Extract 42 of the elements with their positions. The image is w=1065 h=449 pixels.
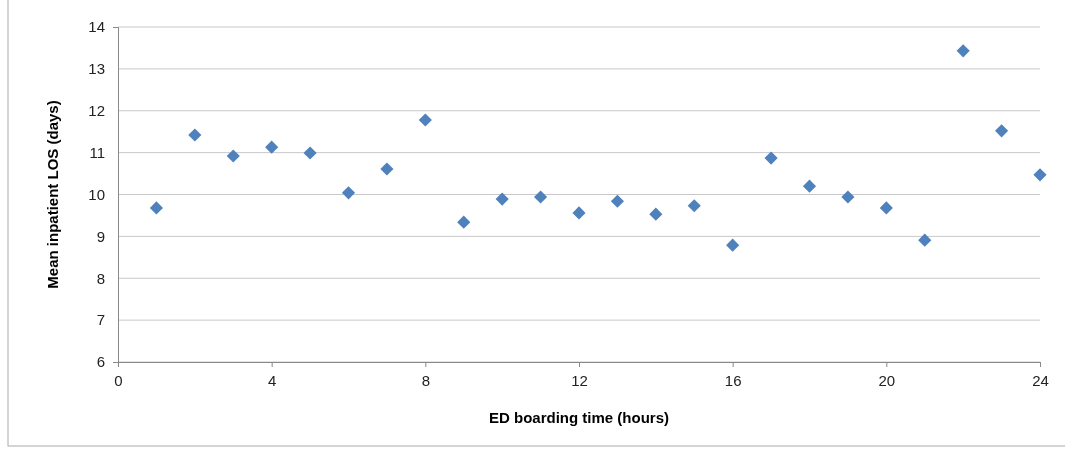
point <box>995 124 1009 138</box>
point <box>841 190 855 204</box>
point <box>764 151 778 165</box>
point <box>226 149 240 163</box>
point <box>879 201 893 215</box>
y-tick-label: 14 <box>88 18 105 36</box>
point <box>956 44 970 58</box>
point <box>188 128 202 142</box>
point <box>495 192 509 206</box>
y-tick-label: 11 <box>89 143 105 161</box>
x-tick-label: 4 <box>267 371 277 389</box>
y-tick-label: 7 <box>96 311 105 329</box>
x-tick-label: 12 <box>571 371 588 389</box>
y-tick-label: 9 <box>96 227 105 245</box>
point <box>265 140 279 154</box>
point <box>457 215 471 229</box>
x-tick-label: 16 <box>724 371 742 389</box>
point <box>918 233 932 247</box>
y-tick-label: 13 <box>88 60 105 78</box>
x-tick-label: 24 <box>1032 371 1049 389</box>
point <box>303 146 317 160</box>
point <box>726 238 740 252</box>
x-axis-title: ED boarding time (hours) <box>489 409 669 426</box>
x-tick-label: 8 <box>421 371 431 389</box>
x-tick-label: 20 <box>878 371 896 389</box>
point <box>149 201 163 215</box>
x-tick-label: 0 <box>114 371 123 389</box>
point <box>534 190 548 204</box>
y-tick-label: 12 <box>88 102 105 120</box>
y-tick-label: 6 <box>96 353 105 371</box>
point <box>1033 168 1047 182</box>
point <box>687 199 701 213</box>
point <box>341 186 356 200</box>
point <box>649 207 663 221</box>
y-axis-title: Mean inpatient LOS (days) <box>44 100 61 289</box>
point <box>802 179 817 193</box>
point <box>418 113 432 127</box>
point <box>610 194 624 208</box>
y-tick-label: 8 <box>96 269 105 287</box>
point <box>572 206 586 220</box>
y-tick-label: 10 <box>88 185 105 203</box>
point <box>380 162 394 176</box>
